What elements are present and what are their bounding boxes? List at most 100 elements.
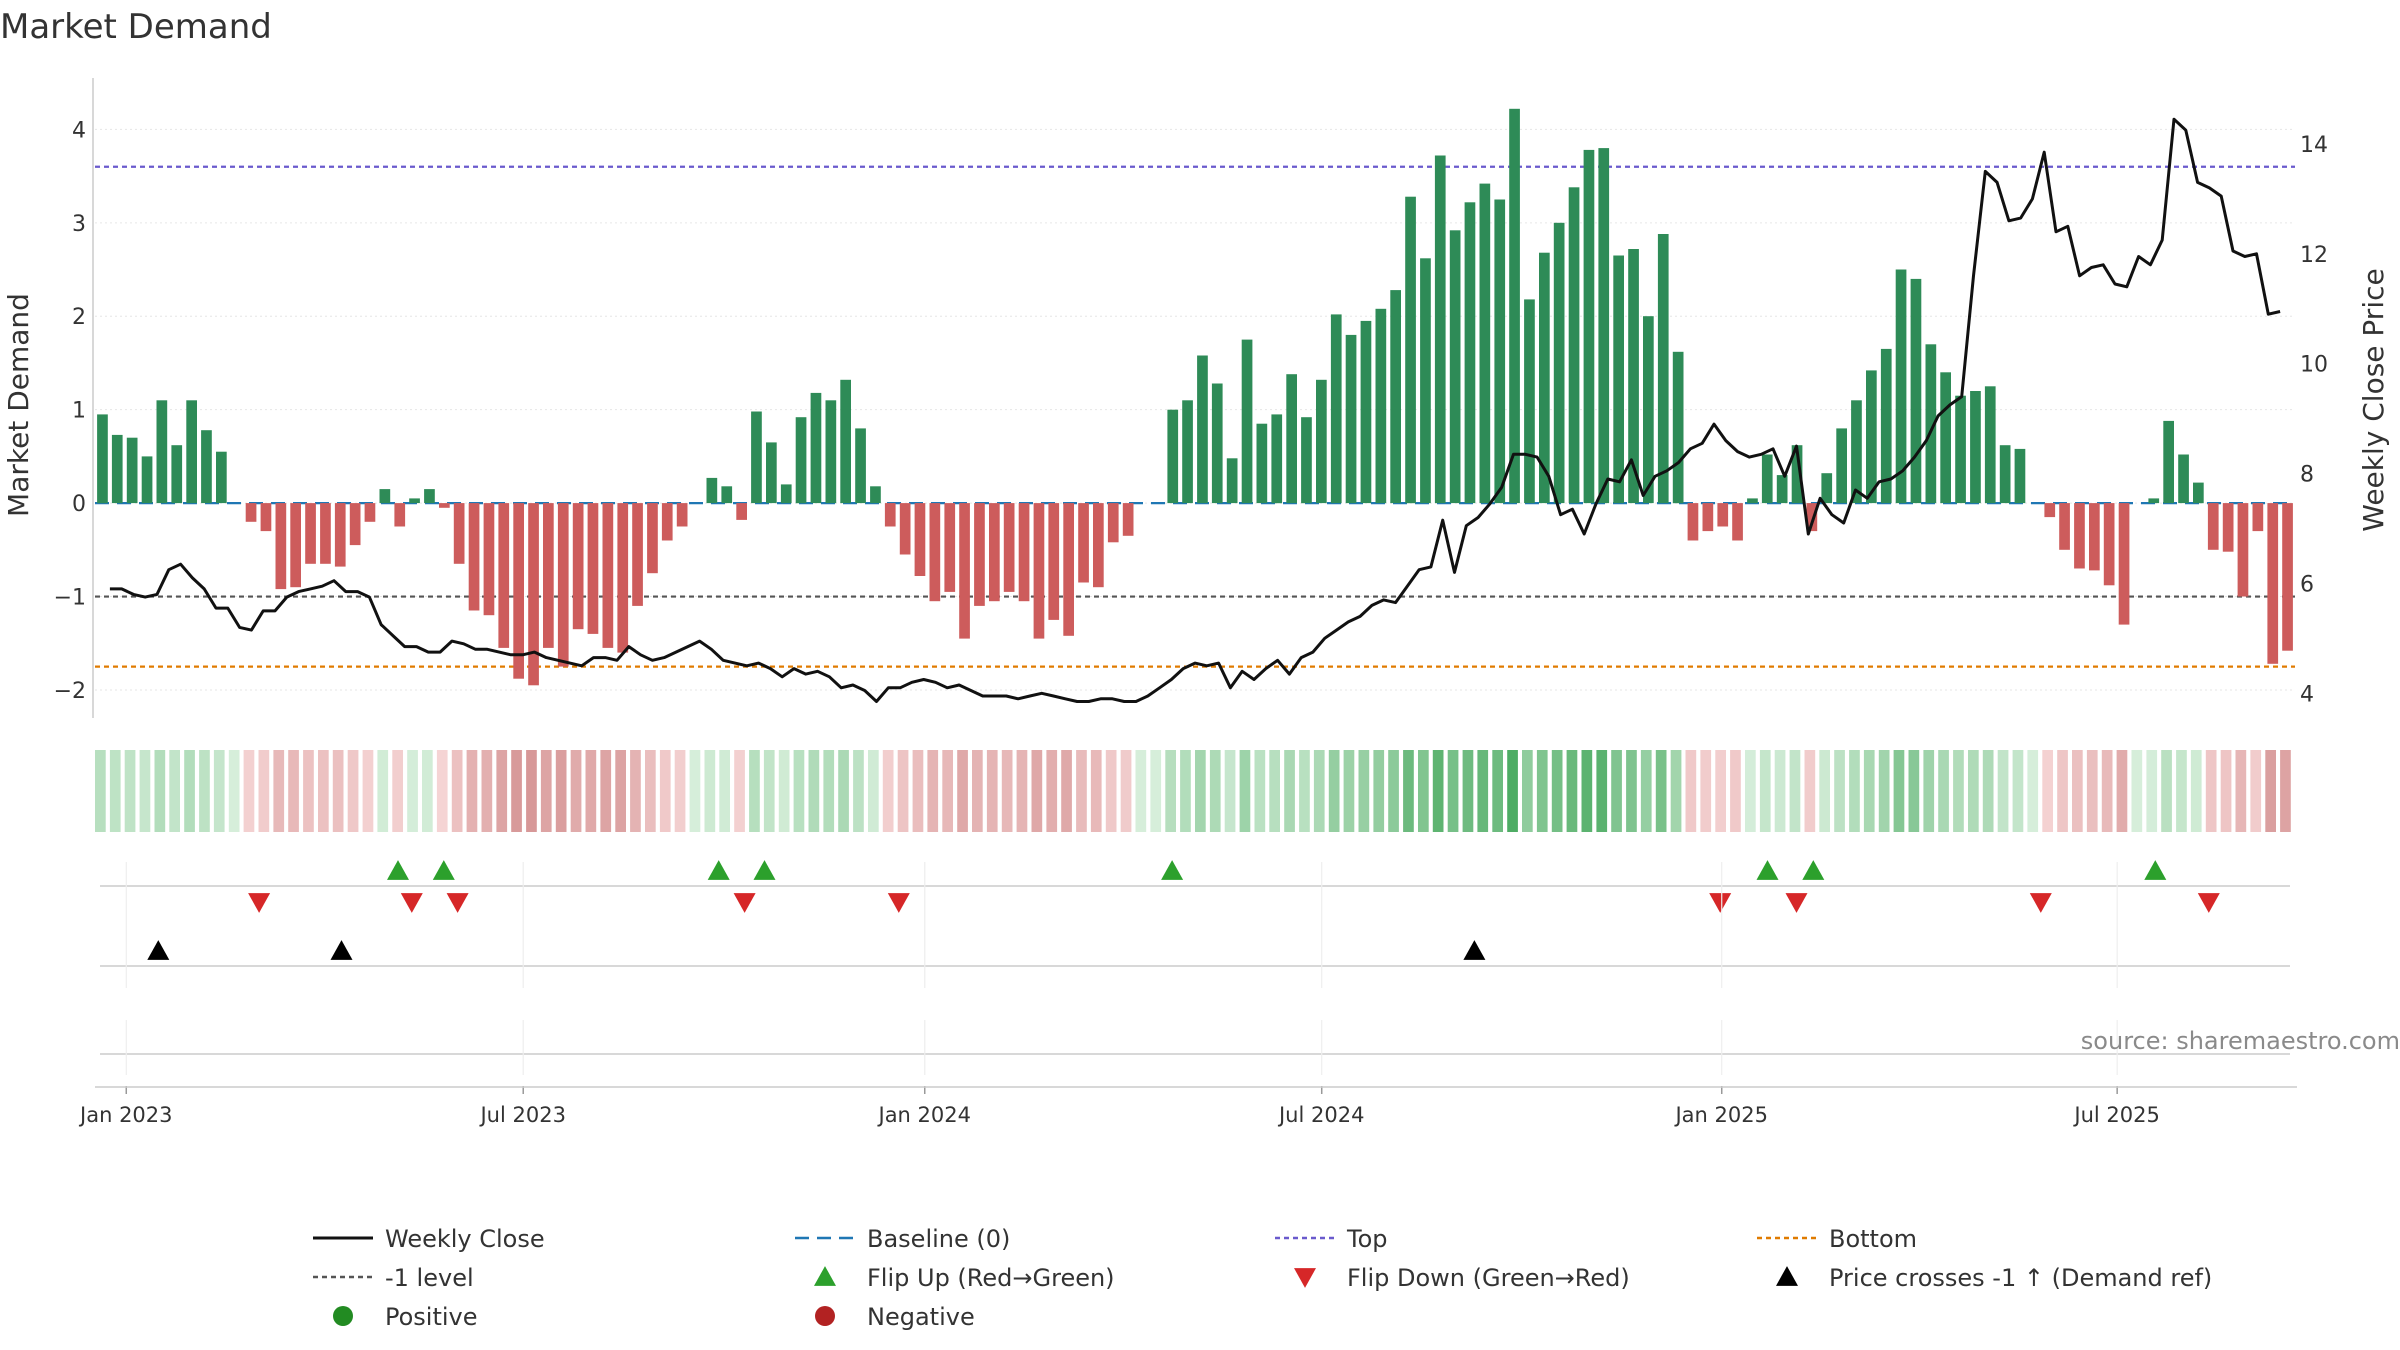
positive-bar [141,456,153,504]
y-axis-label: Market Demand [2,293,35,517]
heat-cell [1849,750,1860,832]
heat-cell [1626,750,1637,832]
heat-cell [1105,750,1117,832]
heat-cell [407,750,418,832]
heat-cell [139,750,151,832]
flip-down-marker [1709,893,1732,913]
heat-cell [1804,750,1816,832]
heat-cell [1908,750,1920,832]
heat-cell [912,750,924,832]
heat-cell [243,750,255,832]
negative-bar [513,503,524,679]
heat-cell [1388,750,1399,832]
positive-bar [766,442,777,504]
negative-bar [632,503,643,606]
positive-bar [1345,334,1357,504]
heat-cell [1611,750,1622,832]
positive-bar [186,400,197,504]
heat-cell [1462,750,1474,832]
positive-bar [1286,374,1297,504]
negative-bar [245,503,257,522]
flip-down-marker [446,893,469,913]
legend-label: Baseline (0) [867,1225,1010,1253]
heat-cell [1239,750,1251,832]
legend-label: Top [1346,1225,1388,1253]
heat-cell [1016,750,1028,832]
reference-lines [95,165,2295,668]
heat-cell [95,750,106,832]
negative-bar [2103,503,2115,586]
positive-bar [1628,249,1639,504]
heat-cell [273,750,285,832]
negative-bar [959,503,970,639]
negative-bar [1702,503,1714,532]
negative-bar [1003,503,1015,592]
price-cross-marker [330,940,353,960]
price-cross-panel [100,940,2290,967]
negative-bar [349,503,361,546]
heat-cell [882,750,894,832]
heat-cell [1403,750,1414,832]
positive-bar [1494,199,1506,504]
flip-down-marker [2197,893,2220,913]
flip-up-marker [1756,860,1779,880]
negative-bar [587,503,599,634]
negative-bar [899,503,911,555]
price-cross-marker [1463,940,1486,960]
negative-bar [305,503,316,564]
negative-bar [1687,503,1699,541]
heat-cell [897,750,909,832]
negative-bar [2044,503,2056,518]
heat-cell [778,750,790,832]
y2-axis-label: Weekly Close Price [2357,268,2390,531]
heat-cell [526,750,537,832]
heat-cell [704,750,716,832]
price-cross-marker [147,940,170,960]
heat-cell [2220,750,2232,832]
y-tick-label: 3 [72,212,86,237]
positive-bar [1182,400,1193,504]
legend-swatch-triangle-down [1294,1268,1316,1288]
negative-bar [528,503,539,686]
heat-cell [1165,750,1176,832]
negative-bar [1732,503,1743,541]
y2-tick-label: 8 [2300,463,2314,488]
positive-bar [1390,290,1401,504]
positive-bar [1539,252,1550,504]
heat-cell [318,750,329,832]
heat-cell [2235,750,2247,832]
negative-bar [543,503,554,648]
negative-bar [736,503,747,520]
positive-bar [840,379,851,504]
heat-cell [213,750,225,832]
heat-cell [332,750,344,832]
positive-bar [721,486,733,504]
positive-bar [1479,183,1491,504]
negative-bar [2237,503,2249,597]
heat-cell [1938,750,1949,832]
negative-bar [2089,503,2100,571]
legend: Weekly Close Baseline (0) Top Bottom -1 leve… [313,1225,2212,1331]
heat-cell [1700,750,1712,832]
heat-cell [1640,750,1652,832]
positive-bar [1568,187,1580,504]
heat-cell [169,750,180,832]
negative-bar [572,503,584,630]
flip-up-marker [432,860,455,880]
heat-cell [853,750,864,832]
negative-bar [647,503,658,574]
heat-cell [1596,750,1608,832]
positive-bar [409,498,420,504]
positive-bar [201,430,212,504]
heat-cell [1031,750,1043,832]
heat-cell [436,750,448,832]
negative-bar [2118,503,2130,625]
positive-bar [1464,202,1476,504]
negative-bar [2267,503,2279,664]
positive-bar [1301,417,1312,504]
positive-bar [1167,409,1179,504]
positive-bar [2014,448,2026,504]
heat-cell [749,750,760,832]
positive-bar [1613,255,1624,504]
heat-cell [674,750,686,832]
